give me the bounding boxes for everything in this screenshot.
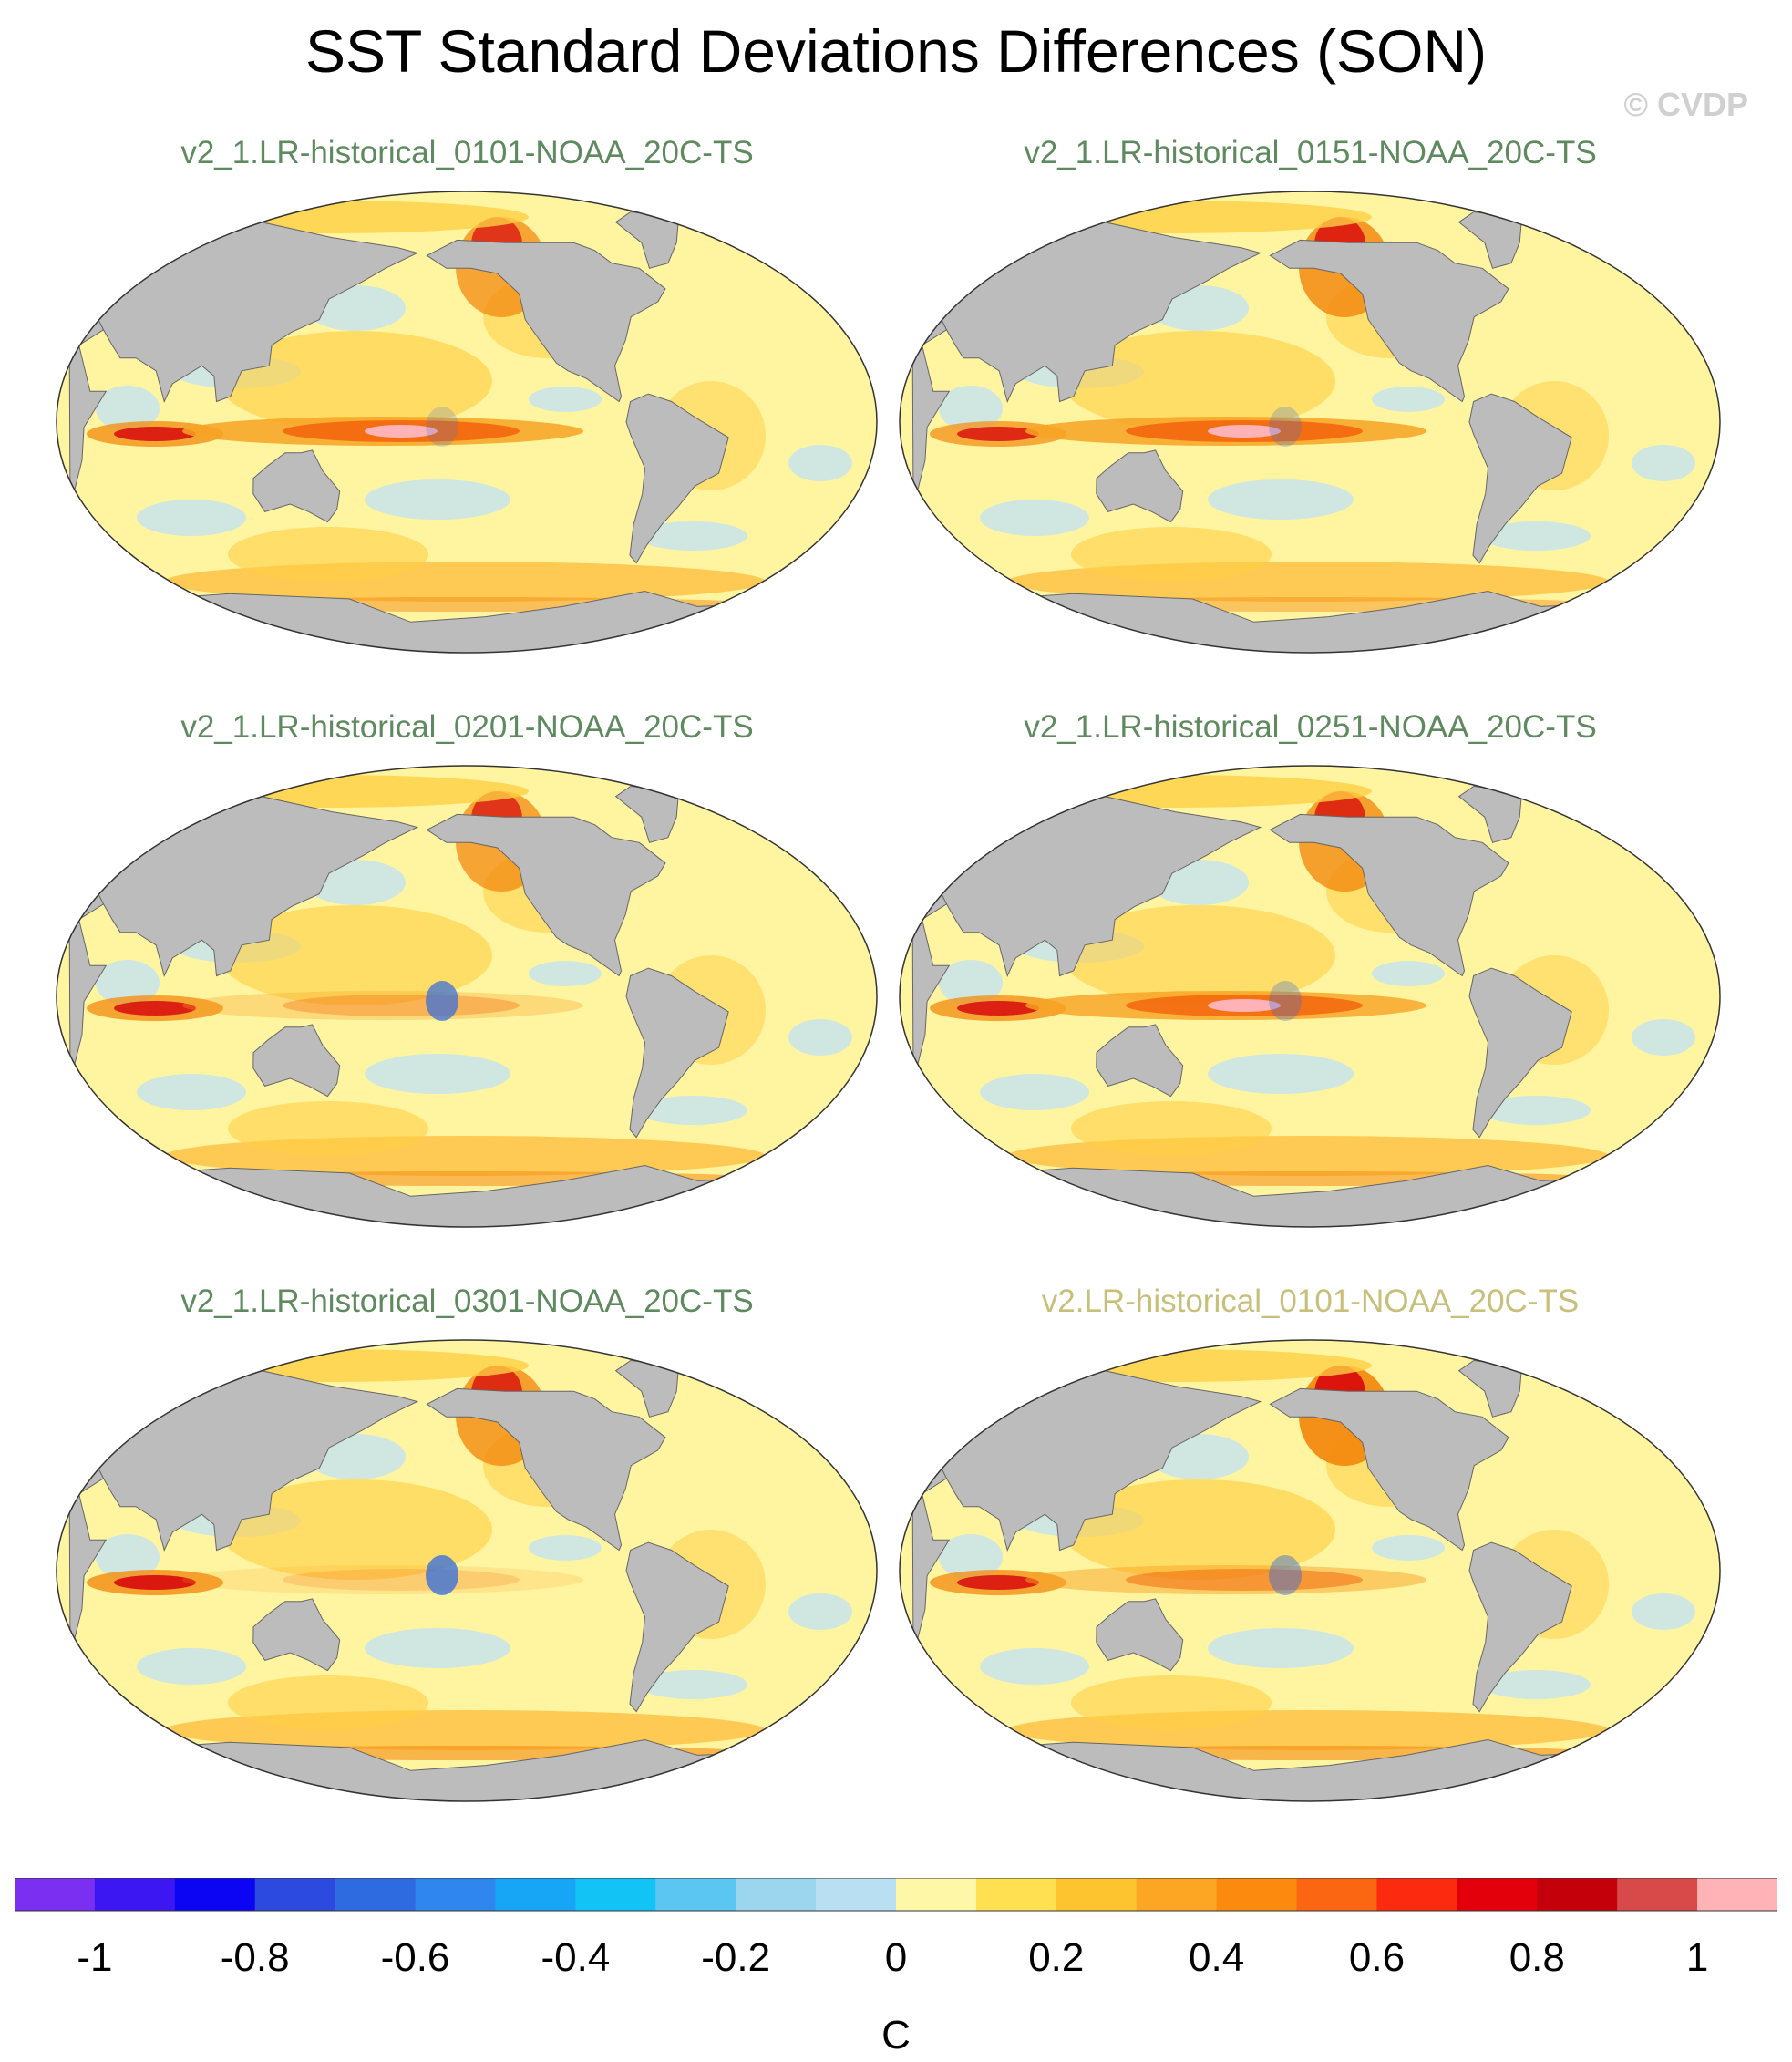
sst-map [899,191,1721,654]
colorbar-swatch [174,1878,256,1911]
samerica-landmass [625,1541,729,1713]
namerica-landmass [426,1387,666,1552]
map-border [56,191,878,654]
panel-title: v2_1.LR-historical_0251-NOAA_20C-TS [1024,709,1597,745]
colorbar-swatch [1136,1878,1218,1911]
asia-landmass [941,222,1262,403]
sst-map [56,765,878,1228]
colorbar-swatch [94,1878,176,1911]
namerica-landmass [426,239,666,403]
samerica-landmass [625,393,729,564]
colorbar-tick-label: -1 [77,1935,112,1980]
colorbar-swatch [1216,1878,1298,1911]
colorbar-swatch [655,1878,736,1911]
colorbar-tick-label: 0.8 [1509,1935,1565,1980]
colorbar: -1 -0.8 -0.6 -0.4 -0.2 0 0.2 0.4 0.6 0.8 1 [15,1878,1777,1980]
colorbar-tick-label: -0.4 [541,1935,610,1980]
colorbar-tick-label: 0 [885,1935,907,1980]
panel-title: v2_1.LR-historical_0301-NOAA_20C-TS [180,1284,754,1319]
panel-title: v2.LR-historical_0101-NOAA_20C-TS [1041,1284,1580,1319]
asia-landmass [98,222,419,403]
colorbar-swatch [1617,1878,1698,1911]
colorbar-swatch [975,1878,1057,1911]
colorbar-tick-label: 0.4 [1189,1935,1244,1980]
map-border [56,1339,878,1802]
map-border [56,765,878,1228]
map-panel-2: v2_1.LR-historical_0151-NOAA_20C-TS [898,135,1723,659]
samerica-landmass [1468,1541,1572,1713]
sst-anomaly-field [87,1349,852,1760]
australia-landmass [252,1024,341,1098]
australia-landmass [252,449,341,523]
colorbar-swatch [15,1878,96,1911]
colorbar-tick-label: 0.6 [1349,1935,1405,1980]
samerica-landmass [625,967,729,1139]
colorbar-swatch [1537,1878,1618,1911]
colorbar-tick-label: 1 [1686,1935,1708,1980]
namerica-landmass [1269,239,1509,403]
australia-landmass [1096,1024,1184,1098]
map-panel-6: v2.LR-historical_0101-NOAA_20C-TS [898,1284,1723,1808]
map-panel-3: v2_1.LR-historical_0201-NOAA_20C-TS [55,709,880,1233]
colorbar-swatch [816,1878,897,1911]
colorbar-unit-label: C [881,2013,911,2057]
panel-title: v2_1.LR-historical_0201-NOAA_20C-TS [180,709,754,745]
map-border [899,1339,1721,1802]
colorbar-swatch [1697,1878,1777,1911]
page-title: SST Standard Deviations Differences (SON… [304,17,1488,85]
australia-landmass [1096,1598,1184,1672]
namerica-landmass [1269,1387,1509,1552]
namerica-landmass [426,813,666,977]
colorbar-swatch [575,1878,656,1911]
colorbar-swatch [736,1878,817,1911]
colorbar-swatch [335,1878,417,1911]
map-panel-1: v2_1.LR-historical_0101-NOAA_20C-TS [55,135,880,659]
map-panel-5: v2_1.LR-historical_0301-NOAA_20C-TS [55,1284,880,1808]
colorbar-tick-label: -0.2 [701,1935,770,1980]
asia-landmass [941,1370,1262,1552]
sst-map [56,191,878,654]
colorbar-swatch [1056,1878,1138,1911]
colorbar-tick-label: -0.6 [381,1935,450,1980]
cvdp-credit: © CVDP [1623,86,1748,123]
panel-title: v2_1.LR-historical_0151-NOAA_20C-TS [1024,135,1597,170]
colorbar-swatch [495,1878,576,1911]
colorbar-swatch [1457,1878,1538,1911]
colorbar-swatch [1296,1878,1377,1911]
sst-map [899,765,1721,1228]
map-border [899,191,1721,654]
samerica-landmass [1468,967,1572,1139]
colorbar-tick-label: 0.2 [1028,1935,1084,1980]
asia-landmass [98,796,419,977]
sst-map [899,1339,1721,1802]
samerica-landmass [1468,393,1572,564]
map-panel-4: v2_1.LR-historical_0251-NOAA_20C-TS [898,709,1723,1233]
continents [68,785,818,1227]
colorbar-swatch [1376,1878,1457,1911]
colorbar-tick-label: -0.8 [221,1935,290,1980]
sst-map [56,1339,878,1802]
map-border [899,765,1721,1228]
colorbar-swatch [415,1878,496,1911]
australia-landmass [252,1598,341,1672]
asia-landmass [98,1370,419,1552]
colorbar-swatch [254,1878,336,1911]
asia-landmass [941,796,1262,977]
colorbar-swatch [896,1878,977,1911]
australia-landmass [1096,449,1184,523]
colorbar-frame [15,1878,1777,1912]
namerica-landmass [1269,813,1509,977]
panel-title: v2_1.LR-historical_0101-NOAA_20C-TS [180,135,754,170]
